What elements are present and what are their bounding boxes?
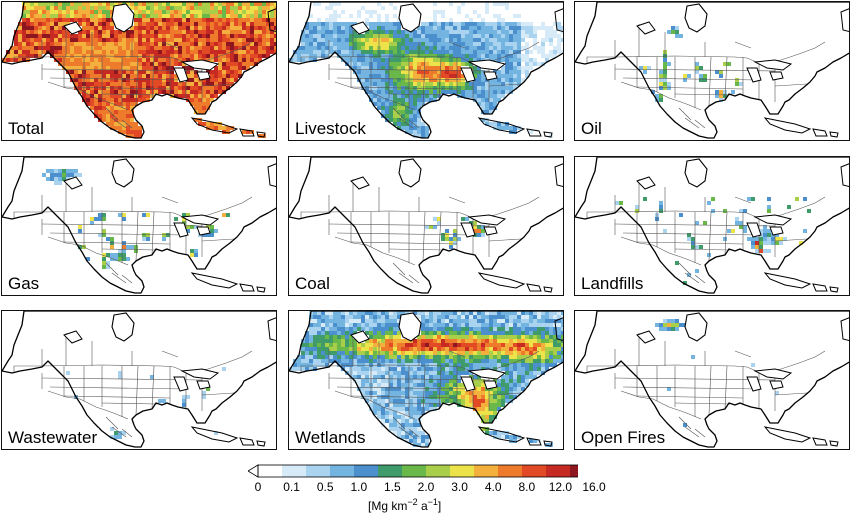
colorbar-tick-label: 3.0 — [451, 480, 468, 494]
colorbar-units-label: [Mg km−2 a−1] — [368, 497, 442, 513]
map-panel-gas: Gas — [1, 156, 277, 296]
colorbar-bin-0 — [258, 465, 282, 477]
colorbar-tick-label: 1.5 — [384, 480, 401, 494]
panel-label-wetlands: Wetlands — [293, 428, 368, 447]
map-panel-livestock: Livestock — [288, 1, 564, 141]
colorbar-bin-9 — [474, 465, 498, 477]
map-panel-wastewater: Wastewater — [1, 310, 277, 450]
panel-label-oil: Oil — [579, 119, 604, 138]
colorbar-bin-10 — [498, 465, 522, 477]
panel-label-fires: Open Fires — [579, 428, 668, 447]
panel-label-coal: Coal — [293, 274, 332, 293]
colorbar-bin-13 — [570, 465, 578, 477]
colorbar-bin-6 — [402, 465, 426, 477]
colorbar-tick-label: 0 — [254, 480, 262, 494]
colorbar-bin-12 — [546, 465, 570, 477]
map-oil — [575, 2, 849, 139]
panel-label-wastewater: Wastewater — [6, 428, 100, 447]
map-landfills — [575, 157, 849, 294]
panel-label-landfills: Landfills — [579, 274, 646, 293]
map-coal — [289, 157, 563, 294]
colorbar-bin-7 — [426, 465, 450, 477]
map-panel-fires: Open Fires — [574, 310, 850, 450]
panel-label-livestock: Livestock — [293, 119, 368, 138]
colorbar-bin-3 — [330, 465, 354, 477]
colorbar-bin-2 — [306, 465, 330, 477]
map-panel-landfills: Landfills — [574, 156, 850, 296]
colorbar-tick-label: 1.0 — [350, 480, 368, 494]
colorbar-tick-label: 0.5 — [316, 480, 334, 494]
colorbar-tick-label: 0.1 — [283, 480, 300, 494]
colorbar-bin-4 — [354, 465, 378, 477]
panel-label-total: Total — [6, 119, 46, 138]
map-livestock — [289, 2, 563, 139]
colorbar — [248, 464, 578, 478]
map-panel-coal: Coal — [288, 156, 564, 296]
colorbar-tick-label: 4.0 — [484, 480, 502, 494]
colorbar-tick-label: 2.0 — [417, 480, 435, 494]
colorbar-bin-11 — [522, 465, 546, 477]
map-total — [2, 2, 276, 139]
panel-label-gas: Gas — [6, 274, 42, 293]
map-wetlands — [289, 311, 563, 448]
map-gas — [2, 157, 276, 294]
colorbar-tick-label: 12.0 — [548, 480, 573, 494]
map-panel-total: Total — [1, 1, 277, 141]
map-wastewater — [2, 311, 276, 448]
map-panel-oil: Oil — [574, 1, 850, 141]
colorbar-bin-8 — [450, 465, 474, 477]
map-fires — [575, 311, 849, 448]
colorbar-bin-1 — [282, 465, 306, 477]
colorbar-tick-label: 8.0 — [518, 480, 536, 494]
colorbar-tick-label: 16.0 — [582, 480, 606, 494]
colorbar-bin-5 — [378, 465, 402, 477]
map-panel-wetlands: Wetlands — [288, 310, 564, 450]
